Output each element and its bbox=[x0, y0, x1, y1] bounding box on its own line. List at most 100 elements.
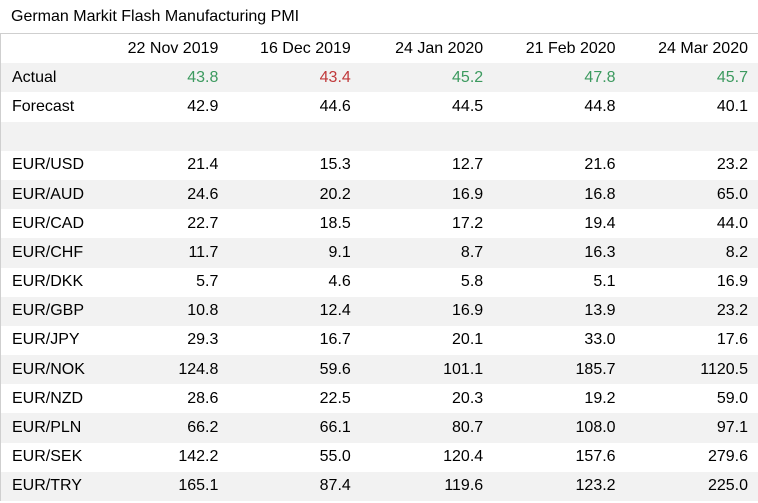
pair-value: 12.7 bbox=[452, 156, 484, 174]
pair-value: 16.9 bbox=[452, 185, 484, 203]
table-row: EUR/CHF 11.7 9.1 8.7 16.3 8.2 bbox=[1, 238, 758, 268]
pair-value: 101.1 bbox=[443, 360, 484, 378]
pair-value: 80.7 bbox=[452, 419, 484, 437]
pair-value: 44.0 bbox=[716, 214, 748, 232]
row-label: EUR/USD bbox=[12, 156, 85, 174]
row-label: EUR/PLN bbox=[12, 419, 82, 437]
pair-value: 23.2 bbox=[716, 156, 748, 174]
table-row: EUR/TRY 165.1 87.4 119.6 123.2 225.0 bbox=[1, 471, 758, 501]
row-label: Forecast bbox=[12, 97, 75, 115]
forecast-value: 44.8 bbox=[584, 97, 616, 115]
pair-value: 55.0 bbox=[319, 448, 351, 466]
forecast-value: 44.6 bbox=[319, 97, 351, 115]
pair-value: 18.5 bbox=[319, 214, 351, 232]
pair-value: 59.0 bbox=[716, 389, 748, 407]
actual-value: 43.8 bbox=[187, 68, 219, 86]
table-title: German Markit Flash Manufacturing PMI bbox=[11, 8, 300, 25]
pair-value: 65.0 bbox=[716, 185, 748, 203]
pair-value: 16.8 bbox=[584, 185, 616, 203]
pair-value: 16.7 bbox=[319, 331, 351, 349]
table-row: EUR/NOK 124.8 59.6 101.1 185.7 1120.5 bbox=[1, 355, 758, 385]
actual-row: Actual 43.8 43.4 45.2 47.8 45.7 bbox=[1, 63, 758, 93]
table-row: EUR/AUD 24.6 20.2 16.9 16.8 65.0 bbox=[1, 179, 758, 210]
spacer-cell bbox=[96, 122, 228, 151]
pair-value: 87.4 bbox=[319, 477, 351, 495]
pair-value: 15.3 bbox=[319, 156, 351, 174]
pair-value: 108.0 bbox=[575, 419, 616, 437]
table-row: EUR/NZD 28.6 22.5 20.3 19.2 59.0 bbox=[1, 384, 758, 413]
pair-value: 120.4 bbox=[443, 448, 484, 466]
pair-value: 8.7 bbox=[460, 243, 484, 261]
forecast-value: 44.5 bbox=[452, 97, 484, 115]
actual-value: 45.7 bbox=[716, 68, 748, 86]
table-row: EUR/DKK 5.7 4.6 5.8 5.1 16.9 bbox=[1, 268, 758, 297]
pair-value: 5.1 bbox=[593, 273, 616, 291]
row-label: EUR/CAD bbox=[12, 214, 85, 232]
pair-value: 13.9 bbox=[584, 302, 616, 320]
pair-value: 24.6 bbox=[187, 185, 219, 203]
pair-value: 5.7 bbox=[196, 273, 219, 291]
row-label: EUR/NOK bbox=[12, 360, 85, 378]
actual-value: 47.8 bbox=[584, 68, 616, 86]
pair-value: 17.6 bbox=[716, 331, 748, 349]
pair-value: 123.2 bbox=[575, 477, 616, 495]
pair-value: 59.6 bbox=[319, 360, 351, 378]
pair-value: 21.4 bbox=[187, 156, 219, 174]
pair-value: 4.6 bbox=[328, 273, 351, 291]
row-label: EUR/DKK bbox=[12, 273, 84, 291]
header-cell-date: 22 Nov 2019 bbox=[127, 39, 219, 57]
spacer-cell bbox=[493, 122, 625, 151]
row-label: EUR/GBP bbox=[12, 302, 85, 320]
pair-value: 33.0 bbox=[584, 331, 616, 349]
table-row: EUR/USD 21.4 15.3 12.7 21.6 23.2 bbox=[1, 151, 758, 180]
pmi-table-container: 22 Nov 2019 16 Dec 2019 24 Jan 2020 21 F… bbox=[0, 33, 758, 501]
pair-value: 12.4 bbox=[319, 302, 351, 320]
actual-value: 45.2 bbox=[452, 68, 484, 86]
pair-value: 23.2 bbox=[716, 302, 748, 320]
pair-value: 124.8 bbox=[178, 360, 219, 378]
pair-value: 19.2 bbox=[584, 389, 616, 407]
pair-value: 21.6 bbox=[584, 156, 616, 174]
pair-value: 16.3 bbox=[584, 243, 616, 261]
pair-value: 16.9 bbox=[716, 273, 748, 291]
pair-value: 225.0 bbox=[707, 477, 748, 495]
spacer-cell bbox=[626, 122, 758, 151]
table-body: Actual 43.8 43.4 45.2 47.8 45.7 Forecast… bbox=[1, 63, 758, 501]
row-label: EUR/JPY bbox=[12, 331, 80, 349]
spacer-cell bbox=[228, 122, 360, 151]
header-cell-date: 16 Dec 2019 bbox=[260, 39, 351, 57]
pair-value: 22.5 bbox=[319, 389, 351, 407]
pair-value: 142.2 bbox=[178, 448, 219, 466]
pair-value: 66.1 bbox=[319, 419, 351, 437]
header-row: 22 Nov 2019 16 Dec 2019 24 Jan 2020 21 F… bbox=[1, 34, 758, 64]
table-row: EUR/CAD 22.7 18.5 17.2 19.4 44.0 bbox=[1, 209, 758, 238]
pair-value: 279.6 bbox=[707, 448, 748, 466]
pair-value: 22.7 bbox=[187, 214, 219, 232]
spacer-row bbox=[1, 121, 758, 151]
pair-value: 11.7 bbox=[188, 243, 219, 261]
pair-value: 19.4 bbox=[584, 214, 616, 232]
pair-value: 10.8 bbox=[187, 302, 219, 320]
pair-value: 1120.5 bbox=[700, 360, 748, 378]
pair-value: 9.1 bbox=[328, 243, 351, 261]
header-cell-date: 24 Jan 2020 bbox=[395, 39, 484, 57]
pair-value: 165.1 bbox=[178, 477, 219, 495]
pair-value: 5.8 bbox=[460, 273, 484, 291]
header-cell-date: 24 Mar 2020 bbox=[658, 39, 748, 57]
pair-value: 16.9 bbox=[452, 302, 484, 320]
row-label: EUR/AUD bbox=[12, 185, 85, 203]
pair-value: 29.3 bbox=[187, 331, 219, 349]
pair-value: 119.6 bbox=[444, 477, 484, 495]
pair-value: 185.7 bbox=[575, 360, 616, 378]
spacer-cell bbox=[361, 122, 493, 151]
pair-value: 17.2 bbox=[452, 214, 484, 232]
table-row: EUR/PLN 66.2 66.1 80.7 108.0 97.1 bbox=[1, 413, 758, 443]
pair-value: 97.1 bbox=[716, 419, 748, 437]
row-label: EUR/SEK bbox=[12, 448, 83, 466]
pmi-table: 22 Nov 2019 16 Dec 2019 24 Jan 2020 21 F… bbox=[1, 34, 758, 501]
pair-value: 20.3 bbox=[452, 389, 484, 407]
table-row: EUR/JPY 29.3 16.7 20.1 33.0 17.6 bbox=[1, 326, 758, 355]
pair-value: 8.2 bbox=[725, 243, 748, 261]
forecast-row: Forecast 42.9 44.6 44.5 44.8 40.1 bbox=[1, 92, 758, 121]
row-label: EUR/TRY bbox=[12, 477, 82, 495]
